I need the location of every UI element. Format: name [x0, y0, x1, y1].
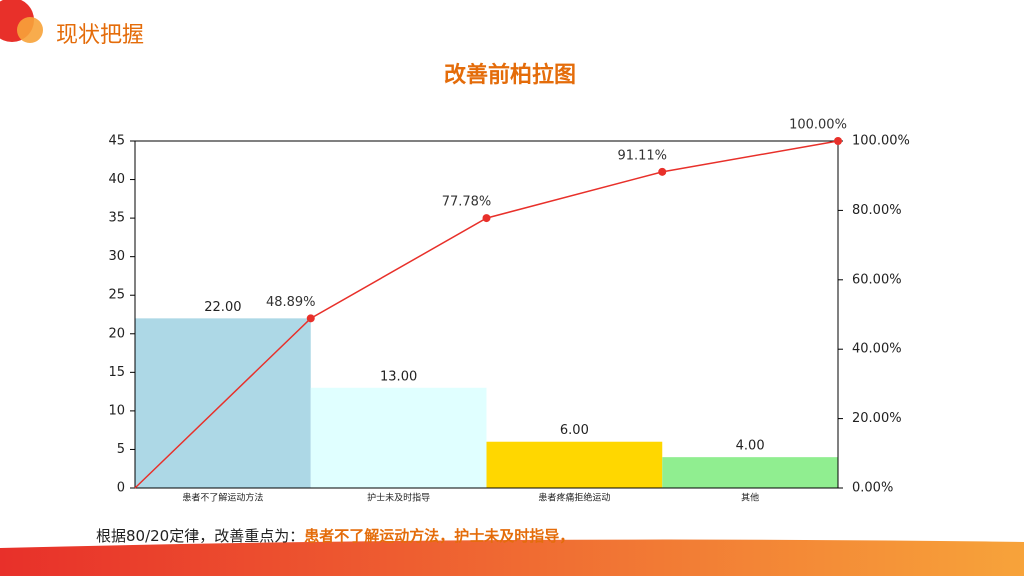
line-point: [834, 137, 842, 145]
y-tick-label: 35: [108, 211, 125, 226]
y-tick-label: 30: [108, 249, 125, 264]
footer-text: 根据80/20定律，改善重点为：患者不了解运动方法，护士未及时指导，: [96, 527, 574, 545]
y-tick-label: 15: [108, 365, 125, 380]
y2-tick-label: 100.00%: [852, 134, 910, 149]
header-title: 现状把握: [56, 23, 144, 48]
y-tick-label: 10: [108, 403, 125, 418]
y-tick-label: 25: [108, 288, 125, 303]
y2-tick-label: 60.00%: [852, 272, 902, 287]
x-tick-label: 患者不了解运动方法: [182, 492, 263, 504]
bar-value-label: 6.00: [560, 423, 589, 438]
bar: [310, 387, 487, 488]
y2-tick-label: 80.00%: [852, 203, 902, 218]
bar-value-label: 4.00: [736, 439, 765, 454]
y-tick-label: 45: [108, 134, 125, 149]
line-point: [482, 214, 491, 223]
y2-tick-label: 0.00%: [852, 481, 893, 496]
footer-band: [0, 539, 1024, 576]
y2-tick-label: 20.00%: [852, 411, 902, 426]
y-tick-label: 0: [117, 481, 125, 496]
footer-lead: 根据80/20定律，改善重点为：: [96, 527, 304, 545]
y-tick-label: 40: [108, 172, 125, 187]
line-value-label: 91.11%: [617, 148, 667, 163]
bar-value-label: 13.00: [380, 369, 417, 384]
x-tick-label: 患者疼痛拒绝运动: [538, 492, 610, 504]
line-value-label: 48.89%: [266, 295, 316, 310]
chart: 22.00 患者不了解运动方法 13.00 护士未及时指导 6.00 患者疼痛拒绝运动 4.…: [108, 118, 909, 504]
chart-title: 改善前柏拉图: [444, 62, 576, 88]
bar: [486, 441, 663, 488]
x-tick-label: 护士未及时指导: [367, 492, 430, 504]
bar-value-label: 22.00: [204, 300, 241, 315]
bar: [662, 457, 838, 488]
line-value-label: 100.00%: [789, 118, 847, 133]
y-tick-label: 20: [108, 326, 125, 341]
footer-highlight: 患者不了解运动方法，护士未及时指导，: [304, 527, 574, 545]
y-tick-label: 5: [117, 442, 125, 457]
line-point: [658, 167, 667, 176]
decor-circle: [17, 17, 43, 43]
line-value-label: 77.78%: [442, 195, 492, 210]
x-tick-label: 其他: [741, 492, 759, 504]
y2-tick-label: 40.00%: [852, 342, 902, 357]
line-point: [306, 314, 315, 323]
